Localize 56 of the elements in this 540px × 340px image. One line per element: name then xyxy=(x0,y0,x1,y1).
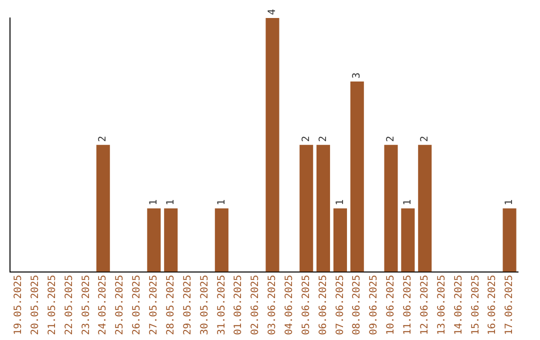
x-tick-label: 09.06.2025 xyxy=(368,274,380,336)
bar xyxy=(401,208,415,272)
x-tick-label: 08.06.2025 xyxy=(352,274,363,336)
x-tick-label: 31.05.2025 xyxy=(216,274,228,336)
x-tick-label: 02.06.2025 xyxy=(250,274,262,336)
data-label: 2 xyxy=(98,136,109,142)
x-tick-label: 11.06.2025 xyxy=(402,274,414,336)
x-tick-label: 29.05.2025 xyxy=(182,274,194,336)
data-label: 4 xyxy=(267,8,278,15)
x-tick-label: 13.06.2025 xyxy=(436,274,448,336)
x-tick-label: 19.05.2025 xyxy=(13,274,24,336)
x-tick-label: 05.06.2025 xyxy=(300,274,312,336)
x-tick-label: 12.06.2025 xyxy=(419,274,430,336)
data-label: 2 xyxy=(386,136,397,142)
data-label: 1 xyxy=(504,199,516,206)
data-label: 1 xyxy=(216,199,228,206)
x-tick-label: 28.05.2025 xyxy=(165,274,176,336)
x-tick-label: 22.05.2025 xyxy=(64,274,75,336)
x-tick-label: 17.06.2025 xyxy=(504,274,516,336)
x-tick-label: 20.05.2025 xyxy=(30,274,41,336)
data-label: 2 xyxy=(300,136,312,142)
data-label: 1 xyxy=(148,199,160,206)
x-tick-label: 24.05.2025 xyxy=(98,274,109,336)
x-tick-label: 14.06.2025 xyxy=(453,274,464,336)
data-label: 3 xyxy=(352,72,363,78)
bar xyxy=(147,208,161,272)
bar xyxy=(164,208,178,272)
bar xyxy=(418,144,432,272)
data-label: 1 xyxy=(165,199,176,206)
x-tick-label: 06.06.2025 xyxy=(318,274,329,336)
bar xyxy=(350,81,364,272)
data-label: 2 xyxy=(318,136,329,142)
x-tick-label: 26.05.2025 xyxy=(132,274,143,336)
x-tick-label: 15.06.2025 xyxy=(470,274,482,336)
x-tick-label: 03.06.2025 xyxy=(267,274,278,336)
bar xyxy=(214,208,228,272)
data-label: 1 xyxy=(402,199,414,206)
x-tick-label: 01.06.2025 xyxy=(233,274,244,336)
x-tick-label: 07.06.2025 xyxy=(334,274,346,336)
bar xyxy=(300,144,314,272)
x-tick-label: 10.06.2025 xyxy=(386,274,397,336)
data-label: 2 xyxy=(419,136,430,142)
bar xyxy=(502,208,516,272)
x-tick-label: 27.05.2025 xyxy=(148,274,160,336)
x-tick-label: 30.05.2025 xyxy=(199,274,210,336)
x-tick-label: 23.05.2025 xyxy=(80,274,92,336)
bar xyxy=(316,144,330,272)
x-tick-label: 25.05.2025 xyxy=(114,274,126,336)
x-tick-label: 04.06.2025 xyxy=(284,274,295,336)
x-tick-label: 21.05.2025 xyxy=(46,274,58,336)
bar xyxy=(96,144,110,272)
x-tick-label: 16.06.2025 xyxy=(487,274,498,336)
data-label: 1 xyxy=(334,199,346,206)
bar xyxy=(333,208,347,272)
bar xyxy=(384,144,398,272)
bar xyxy=(266,18,280,272)
